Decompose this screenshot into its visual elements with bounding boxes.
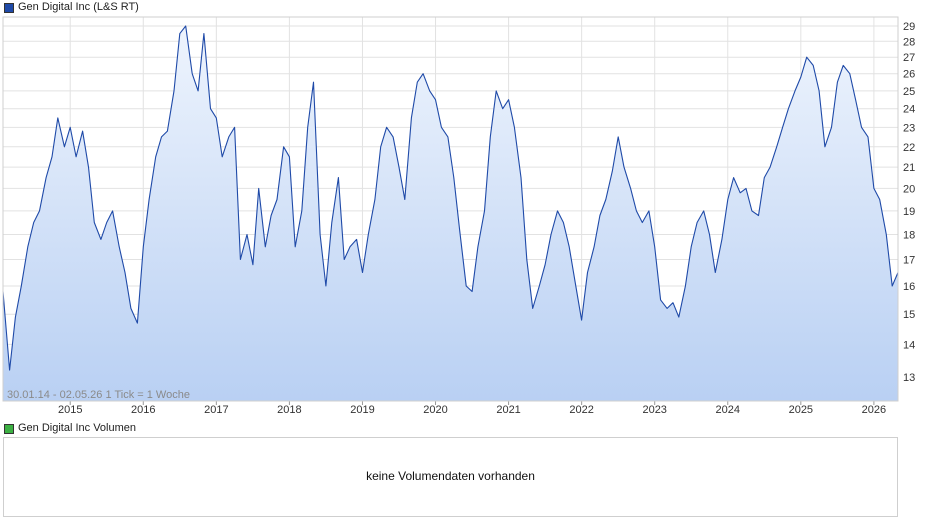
plot-border — [2, 16, 899, 402]
y-tick-label: 25 — [903, 86, 915, 98]
x-tick-label: 2019 — [350, 404, 374, 416]
x-tick-label: 2025 — [789, 404, 813, 416]
x-tick-label: 2021 — [496, 404, 520, 416]
x-tick-label: 2017 — [204, 404, 228, 416]
x-tick-label: 2026 — [862, 404, 886, 416]
y-tick-label: 28 — [903, 36, 915, 48]
price-legend-label: Gen Digital Inc (L&S RT) — [18, 1, 139, 13]
y-tick-label: 22 — [903, 142, 915, 154]
y-tick-label: 29 — [903, 21, 915, 33]
x-tick-label: 2015 — [58, 404, 82, 416]
volume-panel: keine Volumendaten vorhanden — [3, 437, 898, 517]
volume-legend-label: Gen Digital Inc Volumen — [18, 422, 137, 434]
y-tick-label: 17 — [903, 254, 915, 266]
x-tick-label: 2018 — [277, 404, 301, 416]
price-line — [2, 25, 899, 371]
x-tick-label: 2023 — [642, 404, 666, 416]
volume-legend-swatch — [4, 423, 14, 434]
x-tick-label: 2020 — [423, 404, 447, 416]
y-tick-label: 26 — [903, 69, 915, 81]
y-tick-label: 20 — [903, 183, 915, 195]
y-tick-label: 21 — [903, 162, 915, 174]
x-tick-label: 2024 — [716, 404, 740, 416]
x-tick-label: 2022 — [569, 404, 593, 416]
y-tick-label: 19 — [903, 206, 915, 218]
y-tick-label: 16 — [903, 281, 915, 293]
y-tick-label: 24 — [903, 104, 915, 116]
volume-legend: Gen Digital Inc Volumen — [4, 422, 136, 435]
price-legend: Gen Digital Inc (L&S RT) — [4, 1, 139, 14]
x-tick-label: 2016 — [131, 404, 155, 416]
y-tick-label: 15 — [903, 309, 915, 321]
price-legend-swatch — [4, 2, 14, 13]
y-tick-label: 14 — [903, 339, 915, 351]
y-tick-label: 13 — [903, 372, 915, 384]
y-tick-label: 23 — [903, 122, 915, 134]
volume-empty-message: keine Volumendaten vorhanden — [366, 469, 535, 483]
y-tick-label: 27 — [903, 52, 915, 64]
range-note: 30.01.14 - 02.05.26 1 Tick = 1 Woche — [7, 389, 190, 401]
y-tick-label: 18 — [903, 229, 915, 241]
